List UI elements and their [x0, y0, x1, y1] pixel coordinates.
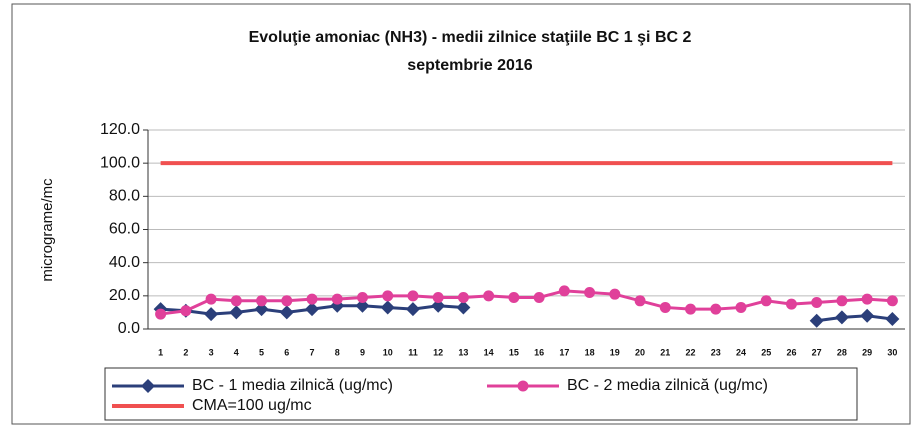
x-tick-label: 24: [736, 347, 746, 357]
legend-marker: [517, 380, 529, 392]
chart-title: Evoluţie amoniac (NH3) - medii zilnice s…: [249, 29, 692, 46]
x-tick-label: 6: [284, 347, 289, 357]
data-point: [405, 302, 420, 317]
legend-box: [104, 367, 858, 421]
data-point: [180, 305, 192, 317]
data-point: [609, 288, 621, 300]
y-tick-label: 20.0: [109, 287, 140, 304]
x-tick-label: 18: [585, 347, 595, 357]
x-tick-label: 9: [360, 347, 365, 357]
y-tick-label: 60.0: [109, 221, 140, 238]
data-point: [305, 302, 320, 317]
data-point: [256, 295, 268, 307]
data-point: [785, 298, 797, 310]
x-tick-label: 21: [660, 347, 670, 357]
chart-subtitle: septembrie 2016: [407, 57, 533, 74]
x-tick-label: 10: [383, 347, 393, 357]
legend-marker: [141, 379, 155, 393]
data-point: [885, 312, 900, 327]
data-point: [483, 290, 495, 302]
data-point: [432, 291, 444, 303]
x-tick-label: 11: [408, 347, 418, 357]
y-tick-label: 120.0: [100, 121, 140, 138]
x-tick-label: 8: [335, 347, 340, 357]
data-point: [710, 303, 722, 315]
x-tick-label: 5: [259, 347, 264, 357]
data-point: [281, 295, 293, 307]
data-point: [860, 308, 875, 323]
data-point: [431, 298, 446, 313]
data-point: [205, 293, 217, 305]
data-point: [456, 300, 471, 315]
x-tick-label: 29: [862, 347, 872, 357]
data-point: [457, 291, 469, 303]
data-point: [861, 293, 873, 305]
data-point: [836, 295, 848, 307]
legend-label: BC - 1 media zilnică (ug/mc): [192, 377, 393, 394]
x-tick-label: 13: [458, 347, 468, 357]
x-tick-label: 12: [433, 347, 443, 357]
data-point: [356, 291, 368, 303]
data-point: [331, 293, 343, 305]
x-tick-label: 23: [711, 347, 721, 357]
x-tick-label: 15: [509, 347, 519, 357]
y-tick-label: 40.0: [109, 254, 140, 271]
legend-label: BC - 2 media zilnică (ug/mc): [567, 377, 768, 394]
legend-label: CMA=100 ug/mc: [192, 397, 312, 414]
x-tick-label: 28: [837, 347, 847, 357]
data-point: [685, 303, 697, 315]
x-tick-label: 3: [209, 347, 214, 357]
y-axis-label: micrograme/mc: [39, 178, 56, 282]
data-point: [584, 287, 596, 299]
data-point: [508, 291, 520, 303]
x-tick-label: 20: [635, 347, 645, 357]
x-tick-label: 7: [310, 347, 315, 357]
data-point: [558, 285, 570, 297]
data-point: [886, 295, 898, 307]
data-point: [380, 300, 395, 315]
data-point: [204, 307, 219, 322]
data-point: [155, 308, 167, 320]
data-point: [834, 310, 849, 325]
data-point: [533, 291, 545, 303]
data-point: [229, 305, 244, 320]
data-point: [809, 313, 824, 328]
y-tick-label: 100.0: [100, 154, 140, 171]
x-tick-label: 17: [559, 347, 569, 357]
data-point: [254, 302, 269, 317]
chart-frame: [11, 3, 911, 425]
x-tick-label: 16: [534, 347, 544, 357]
data-point: [382, 290, 394, 302]
x-tick-label: 22: [686, 347, 696, 357]
x-tick-label: 27: [812, 347, 822, 357]
data-point: [355, 298, 370, 313]
x-tick-label: 19: [610, 347, 620, 357]
data-point: [407, 290, 419, 302]
data-point: [306, 293, 318, 305]
data-point: [634, 295, 646, 307]
data-point: [279, 305, 294, 320]
y-tick-label: 80.0: [109, 188, 140, 205]
x-tick-label: 1: [158, 347, 163, 357]
data-point: [811, 296, 823, 308]
x-tick-label: 14: [484, 347, 494, 357]
data-point: [735, 301, 747, 313]
x-tick-label: 2: [183, 347, 188, 357]
y-tick-label: 0.0: [118, 320, 140, 337]
x-tick-label: 30: [887, 347, 897, 357]
x-tick-label: 26: [786, 347, 796, 357]
data-point: [760, 295, 772, 307]
x-tick-label: 4: [234, 347, 239, 357]
x-tick-label: 25: [761, 347, 771, 357]
data-point: [230, 295, 242, 307]
data-point: [659, 301, 671, 313]
